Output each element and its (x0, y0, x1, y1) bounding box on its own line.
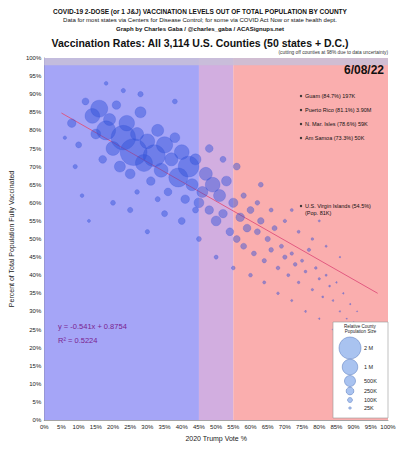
svg-text:70%: 70% (29, 164, 42, 170)
svg-text:100K: 100K (364, 397, 377, 403)
svg-text:35%: 35% (159, 424, 172, 430)
svg-text:85%: 85% (29, 109, 42, 115)
svg-text:Graph by Charles Gaba / @charl: Graph by Charles Gaba / @charles_gaba / … (116, 26, 284, 32)
svg-text:6/08/22: 6/08/22 (344, 63, 384, 77)
svg-text:55%: 55% (29, 218, 42, 224)
svg-text:90%: 90% (29, 91, 42, 97)
svg-text:Percent of Total Population Fu: Percent of Total Population Fully Vaccin… (8, 171, 16, 307)
svg-text:25%: 25% (29, 327, 42, 333)
svg-text:75%: 75% (296, 424, 309, 430)
svg-text:25%: 25% (124, 424, 137, 430)
svg-text:15%: 15% (29, 363, 42, 369)
svg-text:70%: 70% (279, 424, 292, 430)
svg-text:30%: 30% (141, 424, 154, 430)
svg-text:20%: 20% (29, 345, 42, 351)
svg-text:1 M: 1 M (364, 364, 374, 370)
svg-text:Guam (84.7%) 197K: Guam (84.7%) 197K (305, 93, 355, 99)
svg-text:R² = 0.5224: R² = 0.5224 (58, 336, 97, 345)
svg-text:0%: 0% (40, 424, 49, 430)
svg-text:25K: 25K (364, 405, 374, 411)
svg-text:65%: 65% (29, 182, 42, 188)
svg-text:80%: 80% (29, 127, 42, 133)
svg-text:85%: 85% (330, 424, 343, 430)
svg-text:500K: 500K (364, 378, 377, 384)
svg-text:250K: 250K (364, 388, 377, 394)
svg-text:(Pop. 81K): (Pop. 81K) (305, 210, 331, 216)
svg-text:80%: 80% (313, 424, 326, 430)
svg-text:50%: 50% (29, 236, 42, 242)
svg-text:40%: 40% (176, 424, 189, 430)
svg-text:95%: 95% (365, 424, 378, 430)
svg-text:40%: 40% (29, 272, 42, 278)
svg-text:30%: 30% (29, 308, 42, 314)
svg-text:5%: 5% (33, 399, 42, 405)
svg-text:Relative County: Relative County (344, 324, 377, 329)
svg-text:U.S. Virgin Islands (54.5%): U.S. Virgin Islands (54.5%) (305, 203, 371, 209)
svg-text:Am Samoa (73.3%) 50K: Am Samoa (73.3%) 50K (305, 135, 365, 141)
svg-text:20%: 20% (107, 424, 120, 430)
svg-text:2 M: 2 M (364, 345, 374, 351)
svg-text:y = -0.541x + 0.8754: y = -0.541x + 0.8754 (58, 322, 127, 331)
svg-text:95%: 95% (29, 73, 42, 79)
svg-text:Population Size: Population Size (345, 329, 377, 334)
svg-text:COVID-19 2-DOSE (or 1 J&J) VAC: COVID-19 2-DOSE (or 1 J&J) VACCINATION L… (53, 8, 348, 16)
svg-text:(cutting off counties at 98% d: (cutting off counties at 98% due to data… (278, 50, 388, 55)
svg-text:45%: 45% (193, 424, 206, 430)
svg-text:50%: 50% (210, 424, 223, 430)
svg-text:35%: 35% (29, 290, 42, 296)
svg-text:5%: 5% (57, 424, 66, 430)
svg-text:15%: 15% (90, 424, 103, 430)
svg-text:60%: 60% (29, 200, 42, 206)
svg-text:45%: 45% (29, 254, 42, 260)
svg-text:N. Mar. Isles (78.6%) 59K: N. Mar. Isles (78.6%) 59K (305, 121, 368, 127)
svg-text:Data for most states via Cente: Data for most states via Centers for Dis… (63, 17, 337, 23)
svg-text:100%: 100% (380, 424, 396, 430)
svg-text:Vaccination Rates: All 3,114 U: Vaccination Rates: All 3,114 U.S. Counti… (52, 37, 349, 49)
svg-text:10%: 10% (73, 424, 86, 430)
svg-text:90%: 90% (348, 424, 361, 430)
svg-text:0%: 0% (33, 417, 42, 423)
svg-text:100%: 100% (26, 55, 42, 61)
svg-text:65%: 65% (262, 424, 275, 430)
svg-text:Puerto Rico (81.1%) 3.90M: Puerto Rico (81.1%) 3.90M (305, 107, 372, 113)
svg-text:10%: 10% (29, 381, 42, 387)
svg-text:2020 Trump Vote %: 2020 Trump Vote % (185, 435, 246, 443)
svg-text:75%: 75% (29, 146, 42, 152)
svg-text:60%: 60% (244, 424, 257, 430)
svg-text:55%: 55% (227, 424, 240, 430)
